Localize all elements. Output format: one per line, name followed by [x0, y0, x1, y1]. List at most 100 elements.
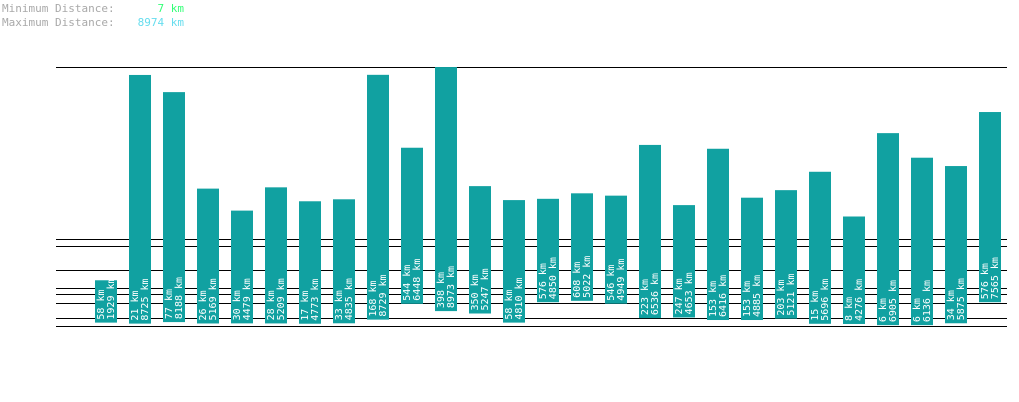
bar-15	[571, 193, 593, 301]
minimum-distance-value: 7 km	[157, 2, 185, 15]
bar-2	[129, 74, 151, 324]
bar-group-15: 608 km 5022 km	[571, 193, 593, 301]
bar-low-label-7: 17 km	[300, 291, 311, 321]
bar-18	[673, 205, 695, 318]
bar-high-label-1: 1929 km	[106, 277, 117, 319]
bar-16	[605, 195, 627, 304]
bar-low-label-6: 28 km	[266, 290, 277, 320]
bar-low-label-21: 203 km	[776, 280, 787, 316]
bar-group-1: 58 km 1929 km	[95, 277, 117, 323]
distance-summary: Minimum Distance: 7 km Maximum Distance: 8…	[2, 2, 184, 30]
bar-26	[945, 166, 967, 324]
bar-19	[707, 148, 729, 321]
bar-5	[231, 210, 253, 324]
maximum-distance-label: Maximum Distance:	[2, 16, 115, 29]
maximum-distance-value: 8974 km	[137, 16, 184, 29]
bar-low-label-13: 58 km	[504, 289, 515, 319]
bar-low-label-11: 398 km	[436, 272, 447, 308]
bar-group-22: 15 km 5696 km	[809, 171, 831, 324]
bar-24	[877, 133, 899, 326]
bar-9	[367, 74, 389, 320]
bar-low-label-19: 153 km	[708, 281, 719, 317]
bar-group-19: 153 km 6416 km	[707, 148, 729, 321]
bar-group-5: 30 km 4479 km	[231, 210, 253, 324]
bar-21	[775, 190, 797, 319]
bar-low-label-1: 58 km	[96, 289, 107, 319]
bar-27	[979, 112, 1001, 303]
bar-group-10: 544 km 6448 km	[401, 147, 423, 304]
bar-group-14: 576 km 4850 km	[537, 198, 559, 303]
bar-high-label-21: 5121 km	[786, 273, 797, 315]
bar-group-11: 398 km 8973 km	[435, 67, 457, 312]
bar-23	[843, 216, 865, 324]
bar-high-label-10: 6448 km	[412, 259, 423, 301]
bar-low-label-14: 576 km	[538, 263, 549, 299]
bar-high-label-22: 5696 km	[820, 279, 831, 321]
bar-25	[911, 157, 933, 326]
minimum-distance-row: Minimum Distance: 7 km	[2, 2, 184, 16]
bar-10	[401, 147, 423, 304]
bar-group-17: 223 km 6536 km	[639, 144, 661, 319]
bar-20	[741, 197, 763, 321]
bar-high-label-4: 5169 km	[208, 278, 219, 320]
bar-group-27: 576 km 7565 km	[979, 112, 1001, 303]
bar-high-label-17: 6536 km	[650, 273, 661, 315]
bar-group-2: 21 km 8725 km	[129, 74, 151, 324]
bar-high-label-12: 5247 km	[480, 268, 491, 310]
bar-group-25: 6 km 6136 km	[911, 157, 933, 326]
bar-low-label-17: 223 km	[640, 279, 651, 315]
bar-low-label-15: 608 km	[572, 262, 583, 298]
bar-1	[95, 280, 117, 323]
bar-low-label-9: 168 km	[368, 280, 379, 316]
bar-group-9: 168 km 8729 km	[367, 74, 389, 320]
bar-group-24: 6 km 6905 km	[877, 133, 899, 326]
bar-low-label-20: 153 km	[742, 281, 753, 317]
bar-3	[163, 92, 185, 323]
bar-high-label-20: 4885 km	[752, 275, 763, 317]
bar-high-label-24: 6905 km	[888, 280, 899, 322]
bar-group-26: 34 km 5875 km	[945, 166, 967, 324]
bar-group-3: 77 km 8188 km	[163, 92, 185, 323]
bar-high-label-15: 5022 km	[582, 256, 593, 298]
bar-low-label-12: 350 km	[470, 274, 481, 310]
bar-7	[299, 201, 321, 324]
bar-high-label-7: 4773 km	[310, 279, 321, 321]
bar-low-label-8: 33 km	[334, 290, 345, 320]
bar-low-label-24: 6 km	[878, 298, 889, 322]
bar-22	[809, 171, 831, 324]
bar-low-label-4: 26 km	[198, 290, 209, 320]
bar-8	[333, 199, 355, 324]
bar-low-label-23: 8 km	[844, 297, 855, 321]
bar-6	[265, 187, 287, 324]
bar-group-23: 8 km 4276 km	[843, 216, 865, 324]
bar-high-label-26: 5875 km	[956, 278, 967, 320]
bar-low-label-18: 247 km	[674, 278, 685, 314]
bar-12	[469, 186, 491, 314]
bar-group-6: 28 km 5209 km	[265, 187, 287, 324]
bar-4	[197, 188, 219, 324]
bar-group-12: 350 km 5247 km	[469, 186, 491, 314]
bar-low-label-16: 546 km	[606, 265, 617, 301]
bar-high-label-27: 7565 km	[990, 257, 1001, 299]
bar-high-label-25: 6136 km	[922, 280, 933, 322]
bar-group-21: 203 km 5121 km	[775, 190, 797, 319]
bar-high-label-13: 4810 km	[514, 277, 525, 319]
bar-low-label-2: 21 km	[130, 291, 141, 321]
bar-group-16: 546 km 4949 km	[605, 195, 627, 304]
bar-low-label-27: 576 km	[980, 263, 991, 299]
bar-high-label-18: 4653 km	[684, 272, 695, 314]
bar-high-label-23: 4276 km	[854, 279, 865, 321]
bar-low-label-10: 544 km	[402, 265, 413, 301]
bar-group-20: 153 km 4885 km	[741, 197, 763, 321]
bar-high-label-3: 8188 km	[174, 277, 185, 319]
bar-high-label-2: 8725 km	[140, 278, 151, 320]
bar-high-label-5: 4479 km	[242, 278, 253, 320]
bar-group-7: 17 km 4773 km	[299, 201, 321, 324]
bar-high-label-16: 4949 km	[616, 259, 627, 301]
bar-13	[503, 200, 525, 323]
bar-group-13: 58 km 4810 km	[503, 200, 525, 323]
bar-group-18: 247 km 4653 km	[673, 205, 695, 318]
bar-high-label-8: 4835 km	[344, 278, 355, 320]
minimum-distance-label: Minimum Distance:	[2, 2, 115, 15]
